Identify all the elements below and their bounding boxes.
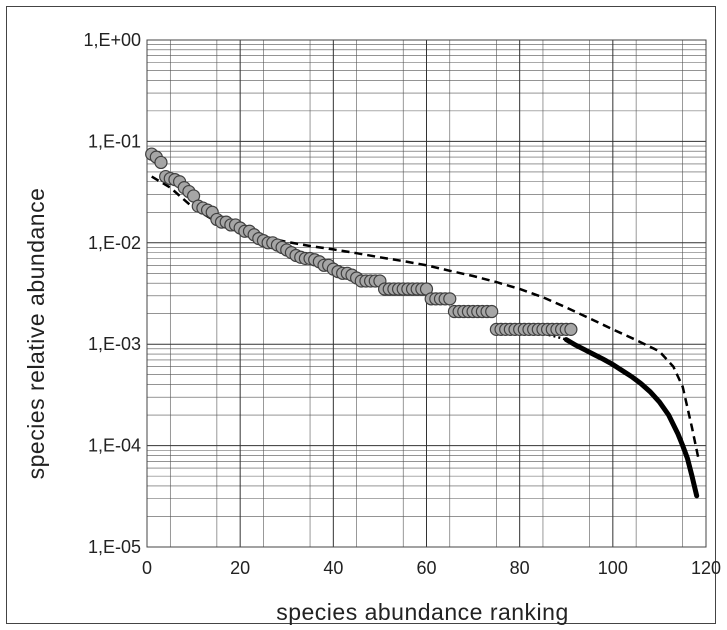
x-axis-label: species abundance ranking <box>276 599 569 625</box>
x-tick-label: 20 <box>230 558 250 578</box>
data-points <box>145 147 578 336</box>
data-point <box>154 155 168 170</box>
x-tick-label: 100 <box>598 558 628 578</box>
plot-area <box>146 39 707 548</box>
x-tick-labels: 0 20 40 60 80 100 120 <box>142 558 721 578</box>
dashed-series-line <box>151 175 701 462</box>
x-tick-label: 0 <box>142 558 152 578</box>
x-tick-label: 40 <box>323 558 343 578</box>
x-tick-label: 60 <box>416 558 436 578</box>
y-tick-label: 1,E-02 <box>88 233 141 253</box>
data-point <box>485 304 499 319</box>
y-tick-label: 1,E+00 <box>83 30 141 50</box>
y-tick-label: 1,E-05 <box>88 537 141 557</box>
y-tick-label: 1,E-04 <box>88 436 141 456</box>
x-tick-label: 120 <box>691 558 721 578</box>
data-point <box>564 322 578 336</box>
solid-series-line <box>563 337 700 499</box>
y-tick-label: 1,E-01 <box>88 131 141 151</box>
y-tick-label: 1,E-03 <box>88 334 141 354</box>
y-tick-labels: 1,E+00 1,E-01 1,E-02 1,E-03 1,E-04 1,E-05 <box>83 30 141 557</box>
x-tick-label: 80 <box>510 558 530 578</box>
y-axis-label: species relative abundance <box>23 188 49 480</box>
data-point <box>443 292 457 306</box>
chart-frame <box>6 6 716 624</box>
